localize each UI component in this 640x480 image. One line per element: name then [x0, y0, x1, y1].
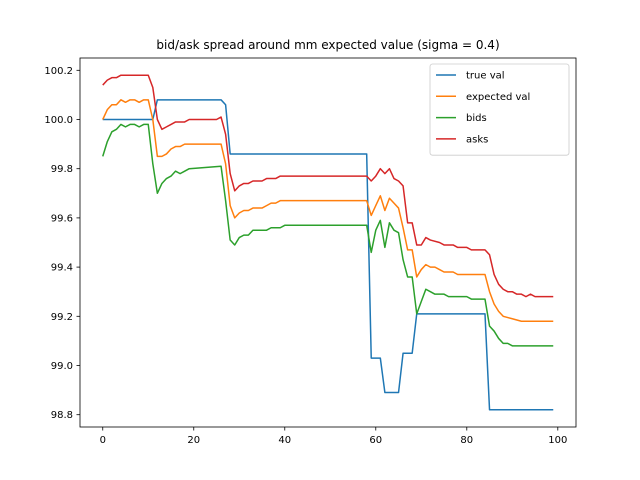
legend: true val expected val bids asks: [429, 63, 570, 156]
y-tick-label: 99.0: [51, 361, 73, 372]
series-line-bids: [102, 123, 554, 347]
y-tick-label: 100.2: [44, 66, 73, 77]
axes-frame: [79, 57, 577, 428]
legend-label-bids: bids: [466, 113, 487, 124]
y-tick-label: 99.4: [51, 263, 73, 274]
legend-box: [429, 63, 570, 156]
x-tick-label: 40: [278, 435, 291, 446]
series-layer: [102, 74, 554, 411]
y-tick-label: 99.8: [51, 164, 73, 175]
chart-title: bid/ask spread around mm expected value …: [156, 38, 499, 52]
series-line-true-val: [102, 99, 554, 411]
series-line-expected-val: [102, 99, 554, 322]
y-tick-label: 99.6: [51, 213, 73, 224]
x-tick-label: 0: [100, 435, 106, 446]
axes-layer: 0 20 40 60 80 100 98.8 99.0 99.2 99.4 99.6 99.8 100.…: [44, 57, 577, 446]
y-tick-label: 100.0: [44, 115, 73, 126]
x-tick-label: 100: [548, 435, 567, 446]
x-tick-label: 20: [187, 435, 200, 446]
legend-label-expected-val: expected val: [466, 92, 530, 103]
series-line-asks: [102, 74, 554, 298]
legend-label-asks: asks: [466, 134, 488, 145]
legend-label-true-val: true val: [466, 71, 505, 82]
y-tick-label: 98.8: [51, 410, 73, 421]
x-tick-label: 60: [369, 435, 382, 446]
y-tick-label: 99.2: [51, 312, 73, 323]
x-tick-label: 80: [460, 435, 473, 446]
